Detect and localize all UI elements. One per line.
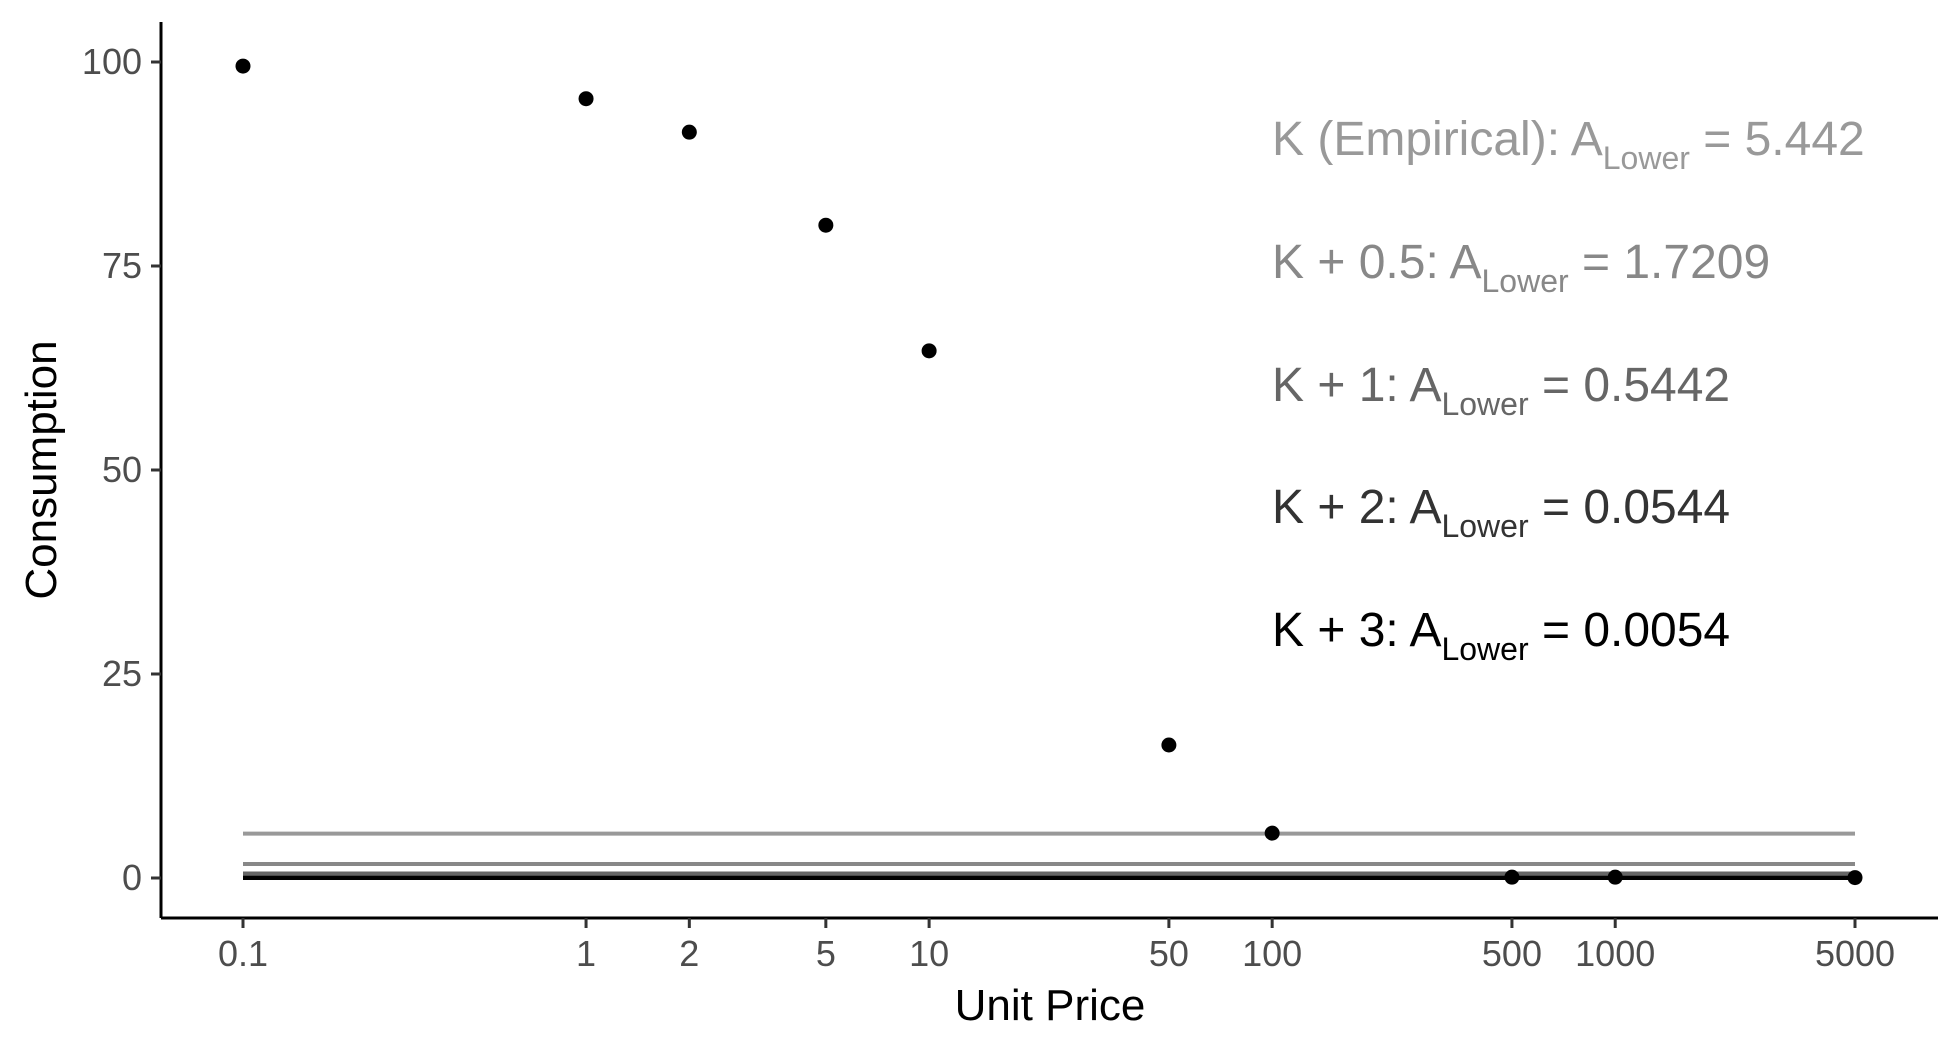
annotation-label: K + 3: ALower = 0.0054 [1272, 604, 1730, 667]
x-tick-label: 5 [816, 933, 836, 974]
data-point [1847, 870, 1863, 886]
annotation-label: K + 2: ALower = 0.0544 [1272, 481, 1730, 544]
annotation-label: K + 0.5: ALower = 1.7209 [1272, 236, 1770, 299]
x-tick-label: 10 [909, 933, 949, 974]
data-point [921, 343, 937, 359]
data-point [1607, 869, 1623, 885]
x-axis-title: Unit Price [955, 981, 1146, 1030]
x-tick-label: 0.1 [218, 933, 268, 974]
x-tick-label: 50 [1149, 933, 1189, 974]
y-tick-label: 25 [102, 653, 142, 694]
data-point [818, 217, 834, 233]
data-point [1504, 869, 1520, 885]
x-tick-label: 5000 [1815, 933, 1895, 974]
annotation-label: K + 1: ALower = 0.5442 [1272, 359, 1730, 422]
x-tick-label: 1000 [1575, 933, 1655, 974]
x-tick-label: 1 [576, 933, 596, 974]
annotation-label: K (Empirical): ALower = 5.442 [1272, 113, 1865, 176]
y-tick-label: 75 [102, 245, 142, 286]
data-point [681, 124, 697, 140]
y-tick-label: 50 [102, 449, 142, 490]
data-point [1161, 737, 1177, 753]
y-tick-label: 100 [82, 41, 142, 82]
x-tick-label: 500 [1482, 933, 1542, 974]
data-point [235, 58, 251, 74]
data-point [1264, 825, 1280, 841]
y-tick-label: 0 [122, 857, 142, 898]
data-point [578, 91, 594, 107]
y-axis-title: Consumption [17, 340, 66, 599]
x-tick-label: 2 [679, 933, 699, 974]
x-tick-label: 100 [1242, 933, 1302, 974]
